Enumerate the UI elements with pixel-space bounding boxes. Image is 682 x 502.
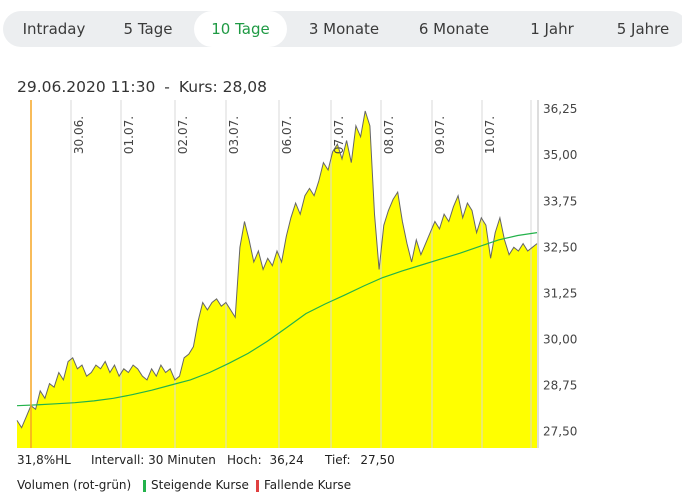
tab-1-jahr[interactable]: 1 Jahr bbox=[530, 20, 574, 38]
tab-intraday[interactable]: Intraday bbox=[22, 20, 86, 38]
tab-10-tage[interactable]: 10 Tage bbox=[194, 11, 287, 47]
price-chart[interactable]: 30.06. 01.07. 02.07. 03.07. 06.07. 07.07. 08.0… bbox=[0, 95, 682, 452]
x-tick-label: 07.07. bbox=[332, 116, 346, 154]
falling-legend-label: Fallende Kurse bbox=[264, 478, 352, 492]
tab-5-tage[interactable]: 5 Tage bbox=[123, 20, 173, 38]
tab-3-monate[interactable]: 3 Monate bbox=[308, 20, 380, 38]
kurs-value: 28,08 bbox=[222, 78, 268, 96]
rising-swatch bbox=[143, 480, 146, 492]
x-tick-label: 06.07. bbox=[280, 116, 294, 154]
hoch-label: Hoch: bbox=[227, 453, 262, 467]
y-tick-label: 28,75 bbox=[543, 378, 577, 392]
y-tick-label: 33,75 bbox=[543, 194, 577, 208]
hoch-stat: Hoch: 36,24 bbox=[227, 453, 304, 467]
x-tick-label: 02.07. bbox=[176, 116, 190, 154]
x-tick-label: 03.07. bbox=[227, 116, 241, 154]
tief-label: Tief: bbox=[325, 453, 351, 467]
rising-legend-label: Steigende Kurse bbox=[151, 478, 249, 492]
y-tick-label: 31,25 bbox=[543, 286, 577, 300]
period-tab-bar bbox=[3, 11, 682, 47]
kurs-label: Kurs: bbox=[178, 78, 218, 96]
falling-swatch bbox=[256, 480, 259, 492]
x-tick-label: 09.07. bbox=[433, 116, 447, 154]
y-tick-label: 36,25 bbox=[543, 102, 577, 116]
tief-value: 27,50 bbox=[360, 453, 395, 467]
hl-stat: 31,8%HL bbox=[17, 453, 71, 467]
price-area bbox=[17, 111, 537, 448]
tab-5-jahre[interactable]: 5 Jahre bbox=[616, 20, 670, 38]
y-tick-label: 35,00 bbox=[543, 148, 577, 162]
separator: - bbox=[164, 78, 170, 96]
x-tick-label: 30.06. bbox=[72, 116, 86, 154]
hoch-value: 36,24 bbox=[269, 453, 304, 467]
x-tick-label: 08.07. bbox=[382, 116, 396, 154]
tab-6-monate[interactable]: 6 Monate bbox=[418, 20, 490, 38]
x-tick-label: 01.07. bbox=[122, 116, 136, 154]
x-tick-label: 10.07. bbox=[483, 116, 497, 154]
volume-legend-label: Volumen (rot-grün) bbox=[17, 478, 132, 492]
y-tick-label: 27,50 bbox=[543, 424, 577, 438]
interval-stat: Intervall: 30 Minuten bbox=[91, 453, 216, 467]
y-tick-label: 32,50 bbox=[543, 240, 577, 254]
tief-stat: Tief: 27,50 bbox=[325, 453, 395, 467]
cursor-date: 29.06.2020 11:30 bbox=[17, 78, 156, 96]
price-info: 29.06.2020 11:30 - Kurs: 28,08 bbox=[17, 78, 267, 96]
moving-average-line bbox=[16, 232, 538, 407]
price-line bbox=[16, 110, 538, 429]
y-tick-label: 30,00 bbox=[543, 332, 577, 346]
